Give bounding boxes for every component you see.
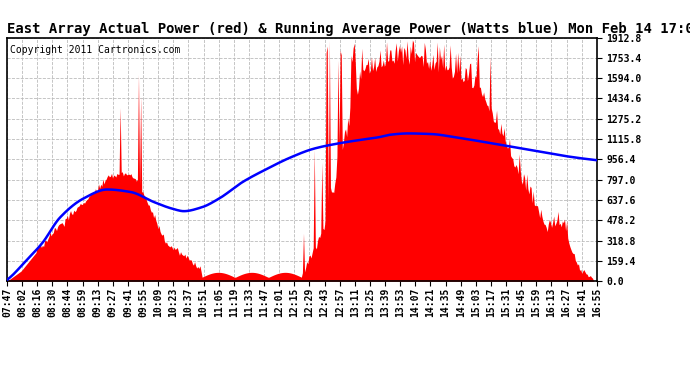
Text: Copyright 2011 Cartronics.com: Copyright 2011 Cartronics.com xyxy=(10,45,180,55)
Text: East Array Actual Power (red) & Running Average Power (Watts blue) Mon Feb 14 17: East Array Actual Power (red) & Running … xyxy=(7,22,690,36)
